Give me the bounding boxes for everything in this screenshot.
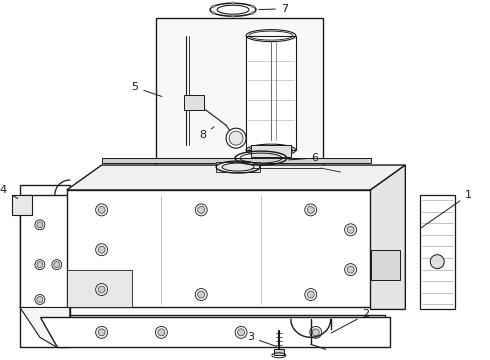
Circle shape [35, 294, 45, 305]
Polygon shape [246, 36, 296, 150]
Bar [251, 145, 291, 157]
Circle shape [232, 2, 235, 5]
Polygon shape [101, 158, 370, 163]
Circle shape [307, 206, 314, 213]
Bar [420, 195, 455, 310]
Circle shape [96, 284, 108, 296]
Polygon shape [370, 165, 405, 310]
Circle shape [232, 15, 235, 18]
Circle shape [158, 329, 165, 336]
Circle shape [98, 329, 105, 336]
Bar [216, 162, 260, 172]
Circle shape [251, 12, 254, 14]
Circle shape [198, 291, 205, 298]
Circle shape [310, 327, 322, 338]
Polygon shape [370, 250, 400, 280]
Circle shape [312, 329, 319, 336]
Circle shape [344, 264, 357, 276]
Circle shape [305, 204, 317, 216]
Polygon shape [20, 195, 70, 347]
Circle shape [155, 327, 168, 338]
Text: 2: 2 [331, 310, 369, 333]
Circle shape [52, 260, 62, 270]
Circle shape [54, 262, 60, 267]
Circle shape [305, 289, 317, 301]
Circle shape [198, 206, 205, 213]
Text: 7: 7 [259, 4, 288, 14]
Circle shape [96, 327, 108, 338]
Polygon shape [20, 185, 70, 339]
Polygon shape [67, 270, 131, 307]
Circle shape [344, 224, 357, 236]
Text: 5: 5 [131, 82, 162, 96]
Circle shape [347, 266, 354, 273]
Circle shape [235, 327, 247, 338]
Circle shape [37, 262, 43, 267]
Bar [184, 95, 204, 110]
Circle shape [37, 222, 43, 228]
Circle shape [195, 289, 207, 301]
Polygon shape [67, 165, 405, 190]
Text: 3: 3 [247, 332, 276, 346]
Circle shape [96, 204, 108, 216]
Circle shape [37, 297, 43, 302]
Polygon shape [40, 318, 391, 347]
Bar [274, 349, 284, 355]
Circle shape [347, 226, 354, 233]
Circle shape [195, 204, 207, 216]
Circle shape [98, 246, 105, 253]
Circle shape [307, 291, 314, 298]
Circle shape [229, 131, 243, 145]
Polygon shape [12, 195, 32, 215]
Circle shape [430, 255, 444, 269]
Circle shape [98, 206, 105, 213]
Circle shape [212, 5, 215, 8]
Bar [156, 18, 323, 175]
Circle shape [226, 128, 246, 148]
Polygon shape [32, 315, 386, 339]
Circle shape [96, 244, 108, 256]
Text: 4: 4 [0, 185, 18, 198]
Text: 6: 6 [289, 153, 318, 163]
Text: 1: 1 [420, 190, 472, 228]
Text: 8: 8 [199, 127, 214, 140]
Circle shape [212, 12, 215, 14]
Polygon shape [20, 307, 70, 347]
Circle shape [238, 329, 245, 336]
Circle shape [35, 220, 45, 230]
Circle shape [35, 260, 45, 270]
Circle shape [251, 5, 254, 8]
Circle shape [98, 286, 105, 293]
Polygon shape [67, 190, 370, 307]
